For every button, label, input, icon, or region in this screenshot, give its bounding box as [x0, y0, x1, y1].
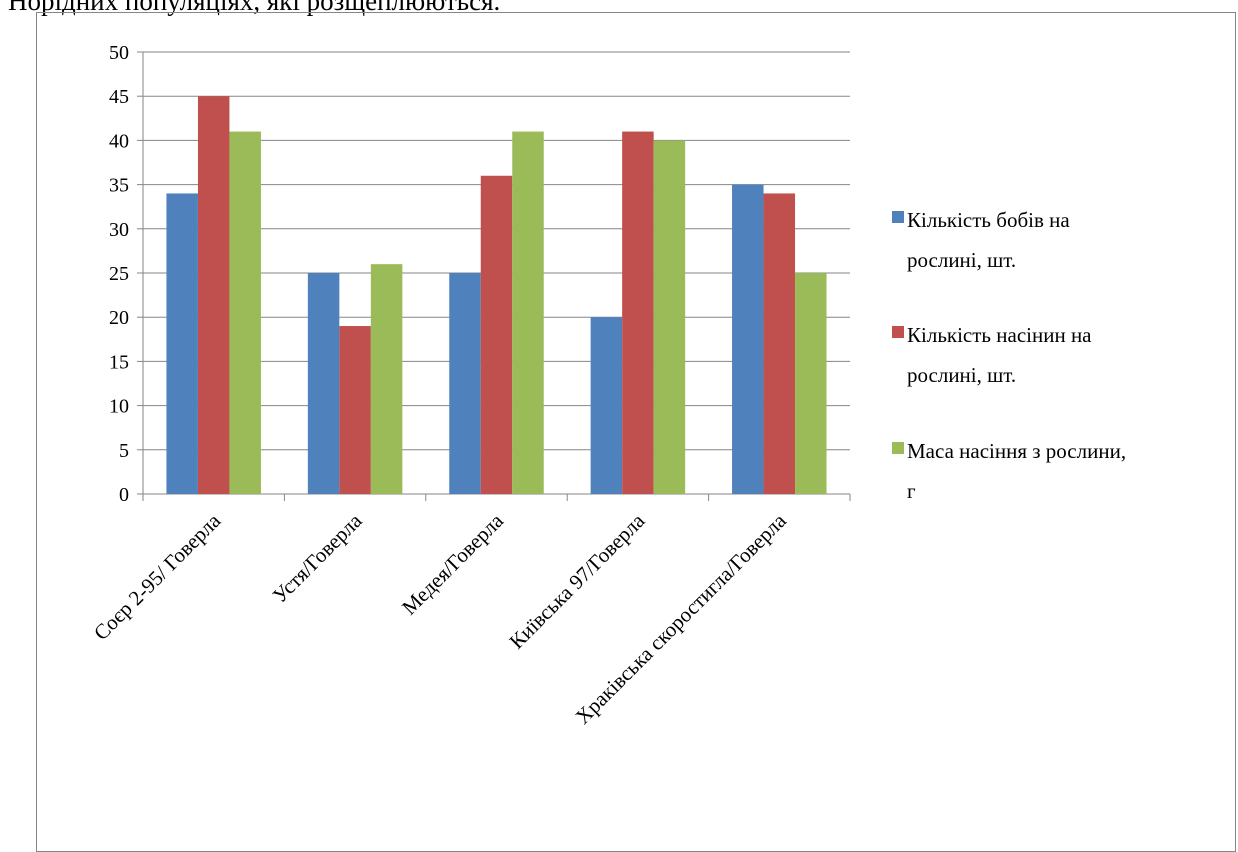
bar	[449, 273, 481, 494]
bar	[339, 326, 371, 494]
y-tick-label: 5	[119, 440, 129, 462]
legend-label: рослині, шт.	[907, 248, 1016, 272]
bar	[229, 131, 261, 494]
bar	[795, 273, 827, 494]
x-category-label: Медея/Говерла	[397, 508, 508, 619]
y-tick-label: 50	[109, 42, 129, 64]
bar	[653, 140, 686, 494]
y-tick-label: 0	[119, 484, 129, 506]
legend-label: г	[907, 479, 916, 503]
legend-swatch	[892, 326, 904, 338]
legend-swatch	[892, 211, 904, 223]
y-tick-label: 45	[109, 86, 129, 108]
y-tick-label: 30	[109, 219, 129, 241]
bar	[732, 184, 764, 494]
y-tick-label: 10	[109, 396, 129, 418]
y-tick-label: 20	[109, 307, 129, 329]
bar	[590, 317, 623, 494]
x-category-label: Київська 97/Говерла	[504, 508, 649, 653]
bar	[197, 96, 230, 494]
x-category-label: Соєр 2-95/ Говерла	[89, 508, 226, 645]
bar	[166, 193, 198, 494]
bar	[370, 264, 403, 494]
legend-label: Кількість насінин на	[907, 323, 1092, 347]
legend-swatch	[892, 442, 904, 454]
bar	[763, 193, 796, 494]
legend-label: Кількість бобів на	[907, 208, 1070, 232]
bar	[307, 273, 340, 494]
legend-label: Маса насіння з рослини,	[907, 439, 1126, 463]
x-category-label: Устя/Говерла	[268, 508, 367, 607]
legend-label: рослині, шт.	[907, 363, 1016, 387]
y-tick-label: 40	[109, 130, 129, 152]
y-tick-label: 15	[109, 351, 129, 373]
bar	[512, 131, 544, 494]
y-tick-label: 25	[109, 263, 129, 285]
bar	[622, 131, 654, 494]
bar	[480, 175, 513, 494]
y-tick-label: 35	[109, 175, 129, 197]
